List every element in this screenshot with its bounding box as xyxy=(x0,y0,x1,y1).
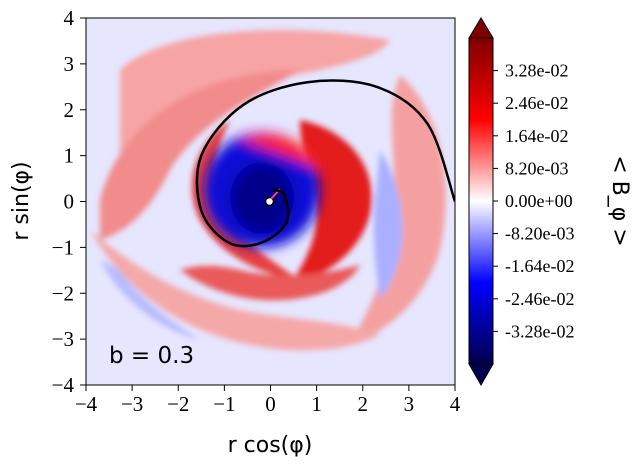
colorbar-extend-bottom xyxy=(468,363,494,387)
blue-patch-left xyxy=(100,260,200,340)
red-arm-outer-top xyxy=(120,30,390,160)
x-tick-label: −4 xyxy=(75,392,98,416)
center-marker xyxy=(264,196,275,207)
spiral-curve xyxy=(195,79,455,248)
y-tick-label: 0 xyxy=(64,190,75,214)
x-tick-label: 2 xyxy=(358,392,369,416)
parameter-annotation: b = 0.3 xyxy=(109,343,194,369)
x-tick-label: 3 xyxy=(404,392,415,416)
x-tick-label: −2 xyxy=(167,392,189,416)
x-tick-label: 0 xyxy=(265,392,276,416)
y-tick-label: 4 xyxy=(64,6,75,30)
colorbar-tick-label: 3.28e-02 xyxy=(505,61,568,81)
y-tick-label: −3 xyxy=(52,327,74,351)
y-tick-label: 1 xyxy=(64,144,75,168)
x-tick-label: −1 xyxy=(213,392,235,416)
blue-core-dark xyxy=(230,162,294,234)
colorbar-tick-label: -1.64e-02 xyxy=(505,256,574,276)
y-tick-label: −4 xyxy=(52,373,75,397)
x-tick-label: −3 xyxy=(121,392,143,416)
colorbar-gradient xyxy=(468,37,494,365)
red-arm-lower xyxy=(180,265,360,301)
red-arm-upper xyxy=(100,70,300,240)
red-inner-swirl xyxy=(240,134,320,170)
y-tick-label: −2 xyxy=(52,281,74,305)
y-tick-label: 2 xyxy=(64,98,75,122)
x-axis-label: r cos(φ) xyxy=(228,433,313,458)
colorbar-extend-top xyxy=(468,17,494,39)
colorbar: 3.28e-02 2.46e-02 1.64e-02 8.20e-03 0.00e+00… xyxy=(468,17,632,387)
colorbar-tick-label: -3.28e-02 xyxy=(505,321,574,341)
x-axis: −4 −3 −2 −1 0 1 2 3 4 xyxy=(75,385,461,416)
heatmap-field xyxy=(86,18,455,385)
y-axis-label: r sin(φ) xyxy=(9,161,34,240)
y-axis: 4 3 2 1 0 −1 −2 −3 −4 xyxy=(52,6,86,397)
colorbar-tick-label: 0.00e+00 xyxy=(505,191,573,211)
y-tick-label: −1 xyxy=(52,235,74,259)
blue-patch-right xyxy=(373,150,403,300)
colorbar-ticks: 3.28e-02 2.46e-02 1.64e-02 8.20e-03 0.00e+00… xyxy=(493,61,574,341)
red-arm-bottom xyxy=(90,230,380,351)
colorbar-tick-label: 2.46e-02 xyxy=(505,93,568,113)
colorbar-tick-label: -8.20e-03 xyxy=(505,224,574,244)
colorbar-tick-label: -2.46e-02 xyxy=(505,289,574,309)
red-arm-left xyxy=(191,120,300,280)
colorbar-tick-label: 8.20e-03 xyxy=(505,158,568,178)
x-tick-label: 1 xyxy=(311,392,322,416)
x-tick-label: 4 xyxy=(450,392,461,416)
colorbar-tick-label: 1.64e-02 xyxy=(505,126,568,146)
y-tick-label: 3 xyxy=(64,52,75,76)
colorbar-label: < B_φ > xyxy=(607,155,632,246)
